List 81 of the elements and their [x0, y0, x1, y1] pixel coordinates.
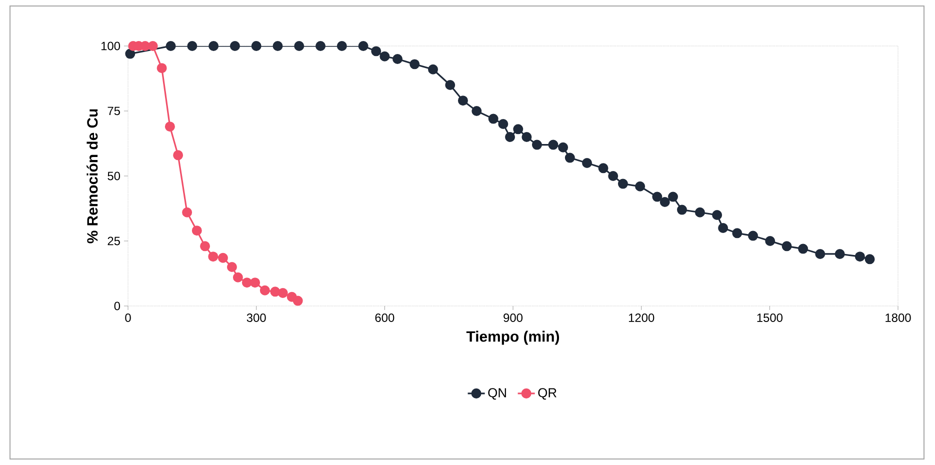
point: [635, 181, 646, 192]
point: [513, 124, 524, 134]
point: [854, 252, 865, 262]
point: [798, 244, 808, 254]
x-tick-label: 0: [125, 314, 131, 322]
point: [712, 210, 722, 220]
point: [608, 170, 618, 181]
point: [371, 46, 382, 56]
y-tick-label: 75: [108, 106, 120, 116]
point: [148, 40, 158, 51]
point: [125, 48, 136, 59]
point: [358, 40, 368, 51]
point: [598, 163, 608, 174]
y-tick-label: 50: [108, 172, 120, 180]
point: [445, 80, 456, 90]
point: [200, 241, 210, 252]
y-tick-label: 100: [101, 42, 120, 50]
point: [410, 59, 420, 70]
point: [618, 178, 628, 189]
point: [864, 254, 875, 264]
x-tick-label: 600: [375, 314, 394, 322]
point: [192, 226, 202, 236]
point: [676, 204, 687, 215]
point: [251, 40, 262, 51]
x-axis-title: Tiempo (min): [466, 330, 560, 345]
point: [472, 106, 482, 116]
point: [765, 236, 776, 246]
point: [815, 248, 826, 259]
legend-label: QN: [488, 388, 506, 400]
point: [166, 40, 176, 51]
point: [294, 40, 304, 51]
point: [782, 241, 792, 252]
point: [498, 118, 508, 129]
point: [505, 132, 516, 142]
point: [532, 140, 542, 150]
point: [208, 40, 219, 51]
point: [182, 207, 192, 218]
point: [732, 228, 742, 238]
point: [694, 207, 705, 218]
y-tick-label: 0: [114, 302, 120, 310]
point: [652, 192, 662, 202]
point: [668, 192, 678, 202]
point: [272, 40, 283, 51]
point: [316, 40, 326, 51]
point: [458, 96, 468, 106]
point: [187, 40, 198, 51]
point: [336, 40, 347, 51]
y-tick-label: 25: [108, 236, 120, 246]
point: [242, 278, 252, 288]
point: [260, 285, 270, 296]
point: [834, 248, 845, 259]
point: [250, 278, 260, 288]
point: [208, 252, 218, 262]
point: [748, 230, 758, 241]
y-axis-title: % Remoción de Cu: [86, 109, 98, 244]
x-tick-label: 1800: [886, 314, 911, 322]
point: [488, 114, 498, 124]
point: [380, 51, 390, 62]
x-tick-label: 1500: [757, 314, 783, 322]
point: [156, 63, 167, 74]
point: [718, 222, 728, 233]
point: [582, 158, 592, 168]
point: [392, 54, 403, 64]
point: [230, 40, 240, 51]
x-tick-label: 900: [504, 314, 523, 322]
point: [564, 152, 575, 163]
point: [660, 196, 670, 207]
legend-label: QR: [538, 388, 556, 400]
point: [548, 140, 558, 150]
point: [164, 122, 175, 132]
point: [278, 288, 288, 298]
x-tick-label: 1200: [628, 314, 654, 322]
x-tick-label: 300: [246, 314, 266, 322]
point: [522, 132, 532, 142]
point: [292, 296, 303, 306]
point: [232, 272, 243, 282]
point: [226, 262, 237, 272]
point: [173, 150, 184, 160]
point: [218, 252, 228, 263]
point: [428, 64, 438, 74]
point: [558, 142, 568, 152]
